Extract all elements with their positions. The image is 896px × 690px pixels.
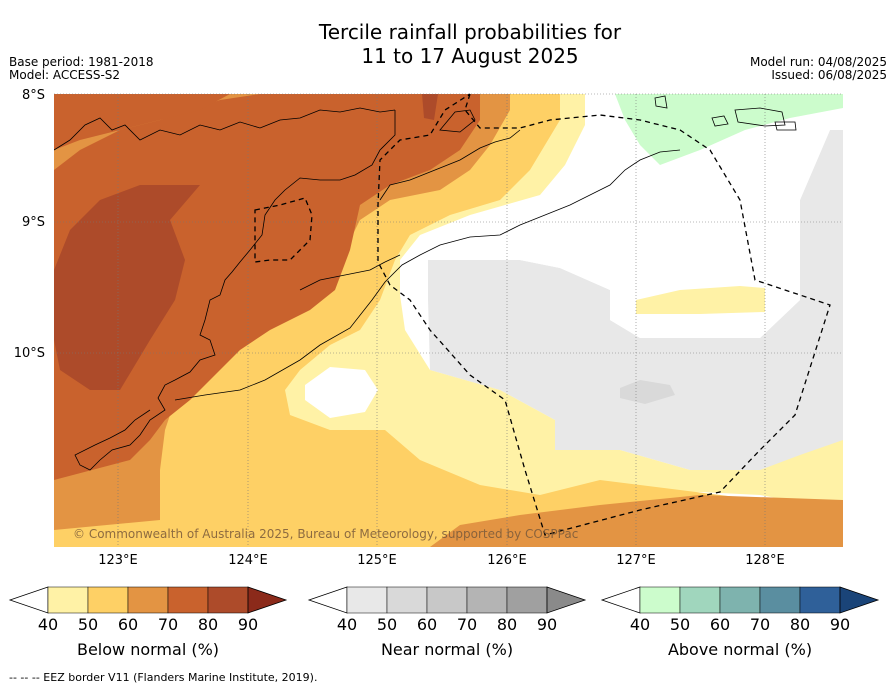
title-line-2: 11 to 17 August 2025 [361, 44, 579, 68]
lat-label-8s: 8°S [21, 88, 45, 103]
lon-label-126e: 126°E [487, 553, 527, 568]
base-period: Base period: 1981-2018 [9, 55, 154, 69]
model-name: Model: ACCESS-S2 [9, 68, 121, 82]
colorbar-segment [426, 586, 468, 614]
colorbar-tick-label: 40 [336, 615, 358, 634]
colorbar-segment [87, 586, 129, 614]
colorbar-tick-label: 70 [749, 615, 771, 634]
coastlines [54, 95, 797, 471]
meta-left: Base period: 1981-2018 Model: ACCESS-S2 [9, 56, 154, 82]
colorbar-segment [466, 586, 508, 614]
map-title: Tercile rainfall probabilities for 11 to… [0, 20, 896, 68]
colorbar-segment [346, 586, 388, 614]
colorbar-tick-label: 80 [197, 615, 219, 634]
above-normal-area [615, 94, 843, 165]
colorbar-left-arrow [8, 586, 49, 614]
colorbar-segment [639, 586, 681, 614]
above-normal-label: Above normal (%) [667, 640, 813, 659]
colorbar-segment [759, 586, 801, 614]
colorbar-tick-label: 80 [496, 615, 518, 634]
colorbar-tick-label: 50 [376, 615, 398, 634]
colorbar-tick-label: 50 [77, 615, 99, 634]
colorbars [8, 586, 880, 614]
colorbar-segment [127, 586, 169, 614]
model-run: Model run: 04/08/2025 [749, 55, 887, 69]
colorbar-tick-label: 50 [669, 615, 691, 634]
below-normal-label: Below normal (%) [76, 640, 220, 659]
lat-label-9s: 9°S [21, 215, 45, 230]
lon-label-123e: 123°E [98, 553, 138, 568]
title-line-1: Tercile rainfall probabilities for [318, 20, 622, 44]
meta-right: Model run: 04/08/2025 Issued: 06/08/2025 [750, 56, 887, 82]
colorbar-left-arrow [307, 586, 348, 614]
colorbar-right-arrow [247, 586, 288, 614]
colorbar-segment [799, 586, 841, 614]
eez-footer-note: -- -- -- EEZ border V11 (Flanders Marine… [9, 671, 318, 684]
colorbar-tick-label: 60 [117, 615, 139, 634]
colorbar-segment [47, 586, 89, 614]
colorbar-segment [719, 586, 761, 614]
colorbar-tick-label: 70 [157, 615, 179, 634]
colorbar-right-arrow [839, 586, 880, 614]
colorbar-tick-label: 40 [629, 615, 651, 634]
colorbar-segment [167, 586, 209, 614]
colorbar-tick-label: 60 [709, 615, 731, 634]
colorbar-right-arrow [546, 586, 587, 614]
lon-label-128e: 128°E [745, 553, 785, 568]
colorbar-tick-label: 90 [536, 615, 558, 634]
gridlines [54, 93, 843, 547]
lon-label-127e: 127°E [616, 553, 656, 568]
copyright-text: © Commonwealth of Australia 2025, Bureau… [73, 527, 578, 541]
lon-label-124e: 124°E [228, 553, 268, 568]
near-normal-area [428, 130, 843, 470]
lon-label-125e: 125°E [357, 553, 397, 568]
issued-date: Issued: 06/08/2025 [771, 68, 887, 82]
probability-field [54, 94, 843, 547]
colorbar-tick-label: 80 [789, 615, 811, 634]
colorbar-tick-label: 60 [416, 615, 438, 634]
colorbar-segment [207, 586, 249, 614]
colorbar-tick-label: 70 [456, 615, 478, 634]
colorbar-left-arrow [600, 586, 641, 614]
colorbar-segment [679, 586, 721, 614]
colorbar-tick-label: 90 [237, 615, 259, 634]
colorbar-segment [386, 586, 428, 614]
colorbar-segment [506, 586, 548, 614]
colorbar-tick-label: 90 [829, 615, 851, 634]
near-normal-label: Near normal (%) [380, 640, 514, 659]
colorbar-tick-label: 40 [37, 615, 59, 634]
lat-label-10s: 10°S [13, 346, 45, 361]
eez-border [254, 93, 831, 536]
